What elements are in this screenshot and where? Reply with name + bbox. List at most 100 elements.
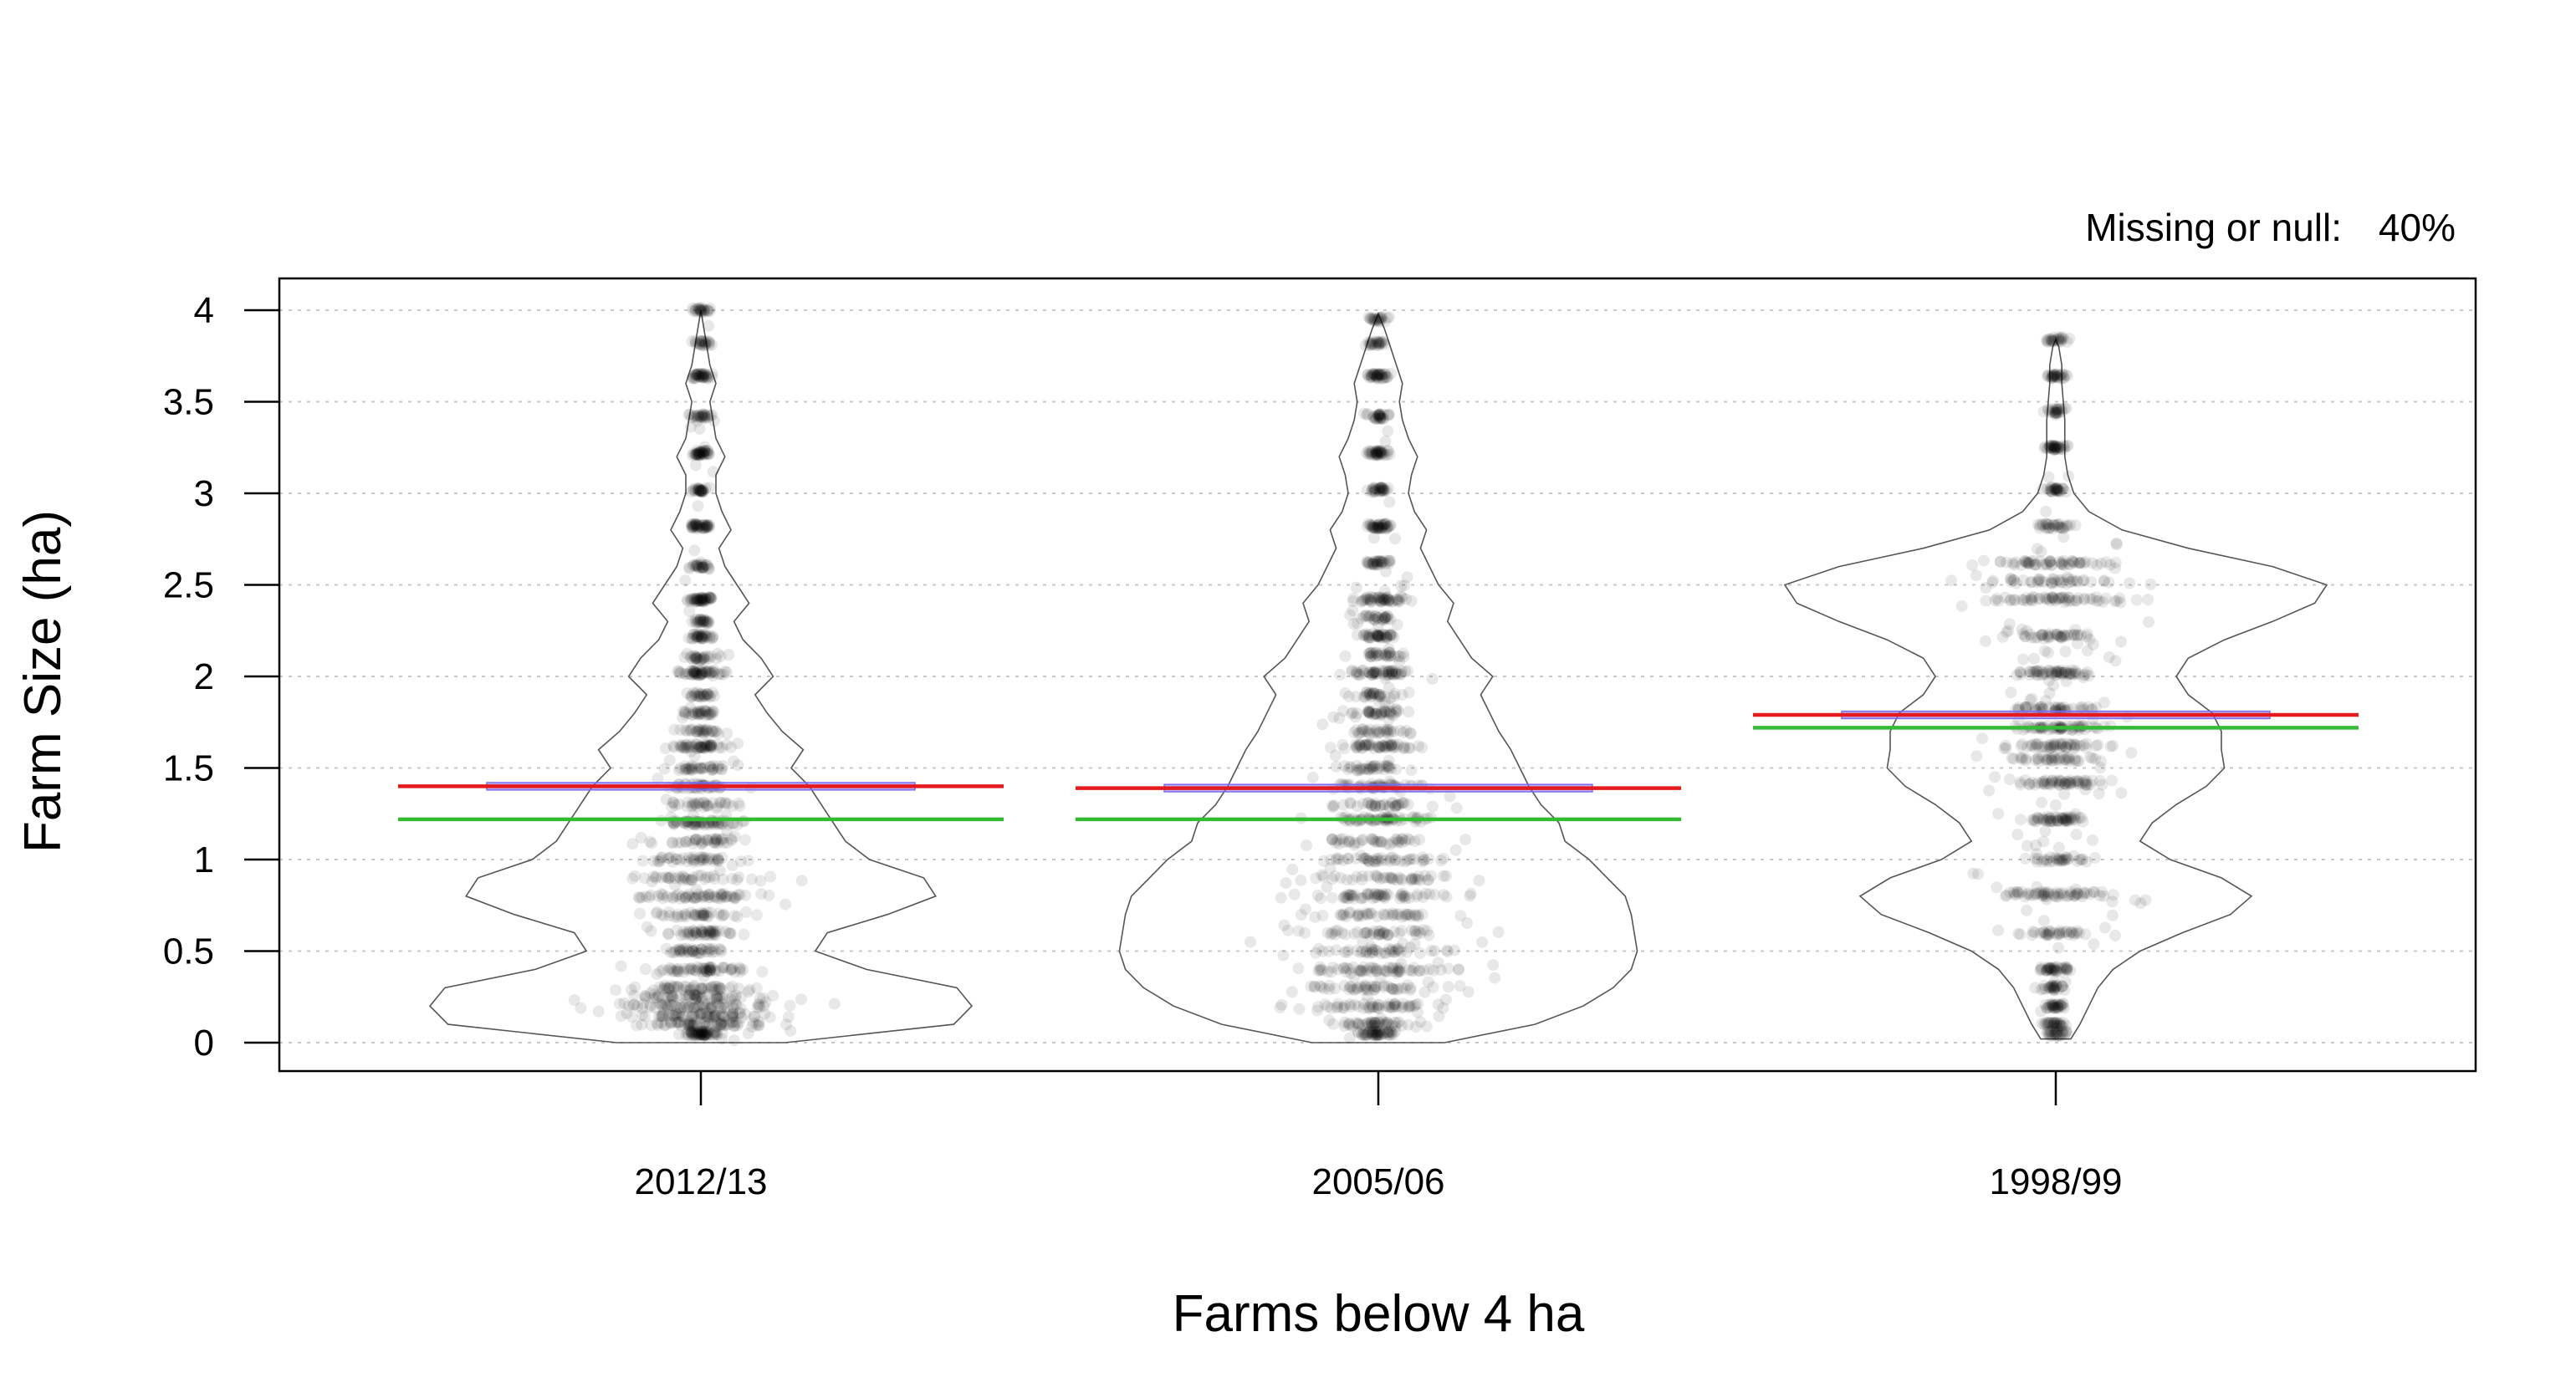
data-point <box>2011 829 2024 841</box>
data-point <box>690 943 703 956</box>
data-point <box>697 982 709 995</box>
data-point <box>694 947 707 960</box>
data-point <box>686 873 698 885</box>
data-point <box>732 737 744 750</box>
data-point <box>699 982 712 994</box>
data-point <box>679 891 692 904</box>
data-point <box>2038 576 2051 589</box>
data-point <box>698 1018 711 1030</box>
data-point <box>1360 686 1372 698</box>
data-point <box>711 992 723 1004</box>
data-point <box>700 1016 713 1028</box>
y-axis: 0 0.5 1 1.5 2 2.5 3 3.5 4 <box>163 290 279 1064</box>
data-point <box>1372 315 1385 328</box>
data-point <box>1342 892 1355 905</box>
data-point <box>744 983 756 996</box>
data-point <box>701 965 713 977</box>
data-point <box>2142 594 2154 606</box>
data-point <box>682 946 695 959</box>
data-point <box>705 906 717 919</box>
data-point <box>1339 650 1352 662</box>
data-point <box>2069 624 2082 636</box>
data-point <box>708 890 721 903</box>
data-point <box>686 1011 698 1023</box>
data-point <box>687 1008 699 1020</box>
data-point <box>662 927 675 940</box>
data-point <box>713 984 725 996</box>
data-point <box>670 944 682 957</box>
data-point <box>695 1016 708 1028</box>
data-point <box>688 1010 701 1023</box>
data-point <box>695 1011 708 1023</box>
data-point <box>780 1018 793 1031</box>
data-point <box>697 1028 709 1041</box>
data-point <box>759 1008 771 1020</box>
data-point <box>688 1001 701 1013</box>
data-point <box>2058 788 2071 800</box>
data-point <box>1293 1003 1306 1015</box>
data-point <box>695 992 707 1004</box>
data-point <box>2048 811 2061 823</box>
data-point <box>685 906 698 919</box>
data-point <box>699 963 711 976</box>
data-point <box>690 883 703 895</box>
data-point <box>1389 533 1401 545</box>
data-point <box>2041 854 2053 865</box>
data-point <box>763 889 775 901</box>
data-point <box>1363 666 1376 679</box>
data-point <box>728 830 741 843</box>
data-point <box>639 990 652 1003</box>
data-point <box>1967 867 1980 880</box>
data-point <box>715 890 728 903</box>
data-point <box>1383 754 1395 767</box>
data-point <box>689 993 702 1006</box>
data-point <box>705 1028 718 1041</box>
data-point <box>706 1011 718 1023</box>
data-point <box>695 909 708 921</box>
data-point <box>662 872 675 885</box>
data-point <box>692 870 704 882</box>
data-point <box>687 666 699 677</box>
data-point <box>1338 1020 1351 1033</box>
data-point <box>779 898 792 911</box>
data-point <box>637 997 649 1010</box>
data-point <box>675 1016 687 1028</box>
data-point <box>667 946 680 959</box>
data-point <box>656 888 667 901</box>
data-point <box>668 723 681 736</box>
data-point <box>1245 936 1256 948</box>
data-point <box>691 929 703 941</box>
data-point <box>1966 559 1979 571</box>
data-point <box>702 889 714 901</box>
data-point <box>717 962 729 974</box>
data-point <box>693 1028 705 1040</box>
data-point <box>718 1010 730 1023</box>
data-point <box>694 1029 707 1042</box>
data-point <box>663 872 676 885</box>
data-point <box>732 797 744 809</box>
data-point <box>710 1028 723 1040</box>
data-point <box>1360 738 1372 751</box>
data-point <box>702 1011 714 1023</box>
data-point <box>715 888 727 901</box>
data-point <box>2053 926 2066 939</box>
data-point <box>694 1007 707 1019</box>
data-point <box>693 999 705 1012</box>
data-point <box>726 991 739 1003</box>
data-point <box>1376 890 1388 902</box>
data-point <box>764 1011 776 1023</box>
data-point <box>677 874 689 886</box>
data-point <box>682 888 695 901</box>
data-point <box>687 945 700 957</box>
data-point <box>618 997 631 1009</box>
data-point <box>675 944 687 957</box>
data-point <box>2043 664 2056 676</box>
data-point <box>712 763 724 775</box>
data-point <box>1372 619 1384 631</box>
data-point <box>2014 666 2027 678</box>
data-point <box>685 982 698 994</box>
data-point <box>709 1009 722 1022</box>
data-point <box>756 966 769 978</box>
data-point <box>725 963 738 976</box>
data-point <box>691 1001 703 1013</box>
